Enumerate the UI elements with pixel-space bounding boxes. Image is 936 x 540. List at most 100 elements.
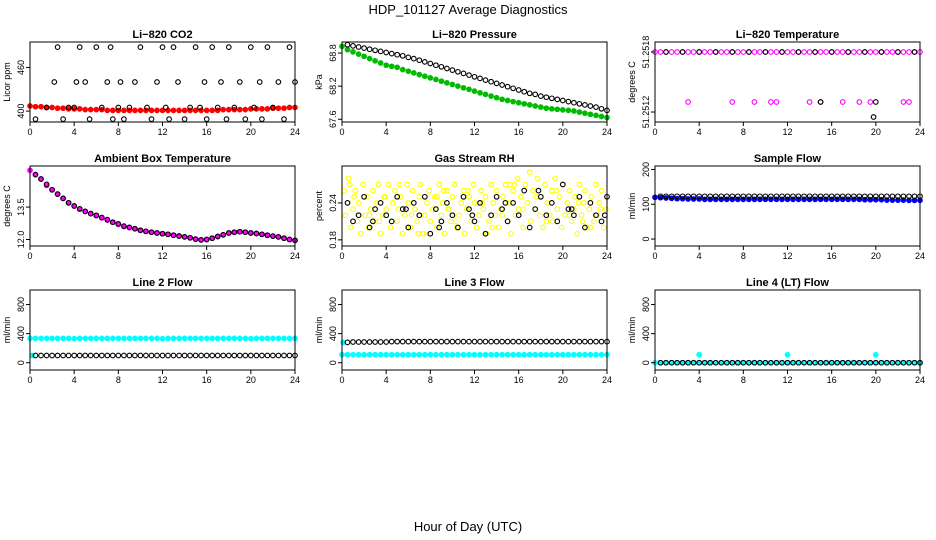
- data-point: [132, 352, 138, 359]
- data-point: [466, 351, 472, 358]
- data-point: [126, 104, 133, 111]
- data-point: [396, 181, 403, 188]
- data-point: [480, 206, 487, 212]
- data-point: [482, 77, 489, 83]
- data-point: [718, 49, 725, 55]
- chart-panel-6: Sample Flow ml/min 0 4 8 12 16 20 24 0 100 200: [627, 153, 925, 261]
- data-point: [493, 193, 500, 200]
- data-point: [361, 193, 367, 200]
- x-tick-label: 0: [27, 375, 32, 385]
- data-point: [253, 335, 260, 342]
- data-point: [582, 187, 588, 194]
- data-point: [143, 107, 149, 114]
- data-point: [690, 49, 697, 55]
- data-point: [701, 193, 708, 200]
- data-point: [565, 206, 572, 212]
- data-point: [861, 49, 868, 55]
- data-point: [746, 193, 752, 200]
- data-point: [154, 352, 160, 359]
- data-point: [784, 351, 791, 358]
- data-point: [270, 233, 276, 239]
- data-point: [383, 62, 390, 69]
- x-tick-label: 0: [652, 127, 657, 137]
- data-point: [203, 352, 210, 359]
- data-point: [817, 359, 824, 366]
- data-point: [452, 218, 459, 225]
- data-point: [590, 218, 597, 225]
- data-point: [355, 51, 362, 57]
- series-2: [344, 181, 610, 237]
- data-point: [823, 193, 829, 200]
- data-point: [460, 84, 467, 91]
- data-point: [768, 193, 774, 200]
- data-point: [575, 200, 582, 206]
- data-point: [416, 193, 423, 200]
- data-point: [286, 352, 293, 359]
- data-point: [93, 212, 100, 219]
- data-point: [421, 73, 428, 80]
- data-point: [488, 212, 494, 219]
- data-point: [504, 218, 511, 225]
- data-point: [576, 351, 583, 358]
- x-tick-label: 8: [741, 375, 746, 385]
- data-point: [566, 187, 573, 194]
- data-point: [488, 338, 494, 345]
- data-point: [455, 68, 461, 75]
- data-point: [270, 104, 276, 111]
- data-point: [554, 106, 561, 113]
- data-point: [344, 200, 351, 206]
- data-point: [137, 44, 144, 50]
- y-tick-label: 0: [641, 360, 651, 365]
- data-point: [170, 107, 177, 114]
- x-tick-label: 12: [157, 251, 167, 261]
- data-point: [839, 359, 846, 366]
- x-tick-label: 24: [602, 375, 612, 385]
- data-point: [137, 107, 144, 114]
- data-point: [580, 200, 587, 206]
- data-point: [347, 224, 354, 231]
- data-point: [444, 200, 450, 206]
- data-point: [54, 105, 61, 112]
- data-point: [225, 230, 232, 236]
- data-point: [850, 193, 857, 200]
- data-point: [806, 49, 813, 55]
- data-point: [143, 352, 149, 359]
- data-point: [361, 53, 367, 60]
- series-2: [32, 44, 298, 122]
- data-point: [132, 79, 138, 85]
- data-point: [900, 197, 907, 203]
- data-point: [515, 99, 522, 106]
- data-point: [554, 96, 561, 103]
- data-point: [421, 338, 428, 345]
- data-point: [93, 352, 100, 359]
- data-point: [98, 104, 105, 111]
- data-point: [757, 49, 763, 55]
- data-point: [460, 70, 467, 77]
- data-point: [380, 212, 386, 219]
- data-point: [790, 49, 796, 55]
- data-point: [98, 335, 105, 342]
- data-point: [181, 352, 188, 359]
- data-point: [231, 104, 238, 111]
- x-tick-label: 4: [384, 375, 389, 385]
- data-point: [532, 91, 539, 98]
- data-point: [197, 104, 203, 111]
- data-point: [540, 224, 546, 231]
- data-point: [493, 351, 500, 358]
- data-point: [806, 193, 813, 200]
- data-point: [407, 224, 414, 231]
- y-tick-label: 100: [641, 197, 651, 212]
- x-tick-label: 20: [558, 251, 568, 261]
- data-point: [900, 49, 907, 55]
- data-point: [286, 104, 293, 111]
- data-point: [729, 49, 736, 55]
- data-point: [93, 335, 100, 342]
- series-1: [27, 335, 298, 359]
- data-point: [137, 335, 144, 342]
- data-point: [510, 338, 516, 345]
- data-point: [159, 44, 166, 50]
- x-tick-label: 4: [697, 251, 702, 261]
- series-2: [663, 49, 918, 120]
- data-point: [231, 335, 238, 342]
